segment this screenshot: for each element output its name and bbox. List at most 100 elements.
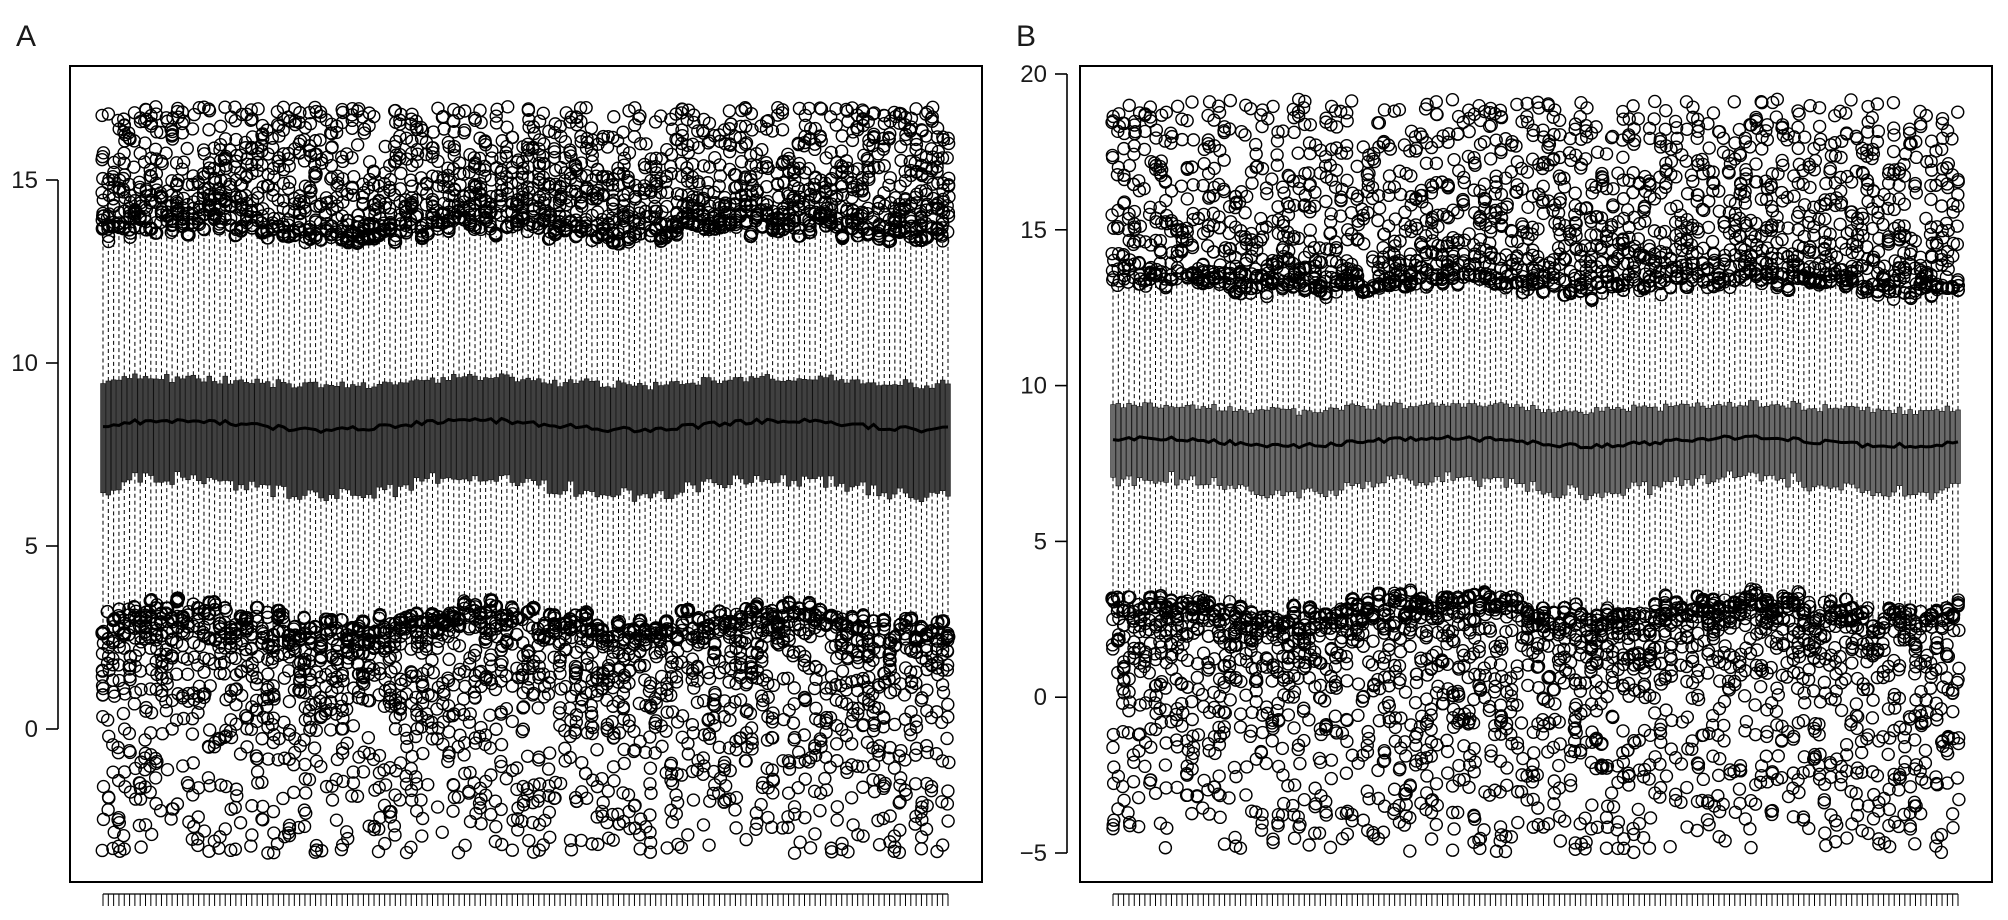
panel-a-box xyxy=(578,380,584,495)
panel-a-box xyxy=(504,374,510,476)
panel-a-box xyxy=(567,379,574,482)
panel-a-outlier xyxy=(702,838,716,852)
panel-a-outlier xyxy=(117,146,131,160)
panel-a-outlier xyxy=(95,679,110,693)
panel-a-box xyxy=(562,382,569,492)
panel-a-outlier xyxy=(405,107,419,121)
panel-a-box xyxy=(233,380,239,491)
panel-a-outlier xyxy=(256,131,270,146)
panel-a-whiskers xyxy=(102,215,949,641)
panel-a-outlier xyxy=(336,774,350,789)
panel-a-box xyxy=(828,374,834,477)
panel-a-outlier xyxy=(329,772,344,787)
panel-a-box xyxy=(775,380,781,483)
panel-a-outlier xyxy=(164,812,178,826)
panel-a-outlier xyxy=(339,702,354,717)
panel-a-outlier xyxy=(509,627,524,642)
panel-a-outlier xyxy=(250,751,265,766)
panel-a-outlier xyxy=(244,113,258,127)
panel-a-outlier xyxy=(149,796,163,811)
panel-a-outlier xyxy=(787,681,801,695)
panel-a-outlier xyxy=(830,813,844,827)
panel-a-outlier xyxy=(319,779,334,794)
panel-a-outlier xyxy=(207,141,221,155)
panel-a-outlier xyxy=(134,682,148,697)
panel-a-outlier xyxy=(408,729,423,744)
panel-a-outlier xyxy=(197,824,212,838)
panel-a-outlier xyxy=(308,845,322,859)
panel-a-outlier xyxy=(325,779,339,793)
panel-a-outlier xyxy=(791,780,805,795)
panel-a-outlier xyxy=(160,762,175,777)
panel-a-box xyxy=(525,377,531,479)
panel-a-outlier xyxy=(101,107,116,121)
panel-a-outlier xyxy=(458,838,472,853)
panel-a-outlier xyxy=(393,793,407,807)
panel-a-outlier xyxy=(410,147,425,161)
panel-a-box xyxy=(870,382,877,486)
panel-a-box xyxy=(185,375,191,481)
panel-a-outlier xyxy=(345,789,359,803)
panel-a-outlier xyxy=(149,100,163,114)
panel-a-outlier xyxy=(218,100,232,114)
panel-a-outlier xyxy=(127,134,141,148)
panel-a-box xyxy=(796,378,802,487)
panel-a-outlier xyxy=(897,688,912,702)
panel-a-box xyxy=(934,383,941,494)
panel-a-box xyxy=(275,379,282,486)
panel-a-outlier xyxy=(255,812,269,826)
panel-a-outlier xyxy=(340,655,355,670)
panel-a-box xyxy=(610,387,616,498)
panel-a-outlier xyxy=(277,671,292,685)
panel-a-outlier xyxy=(818,771,832,786)
panel-a-outlier xyxy=(345,121,359,136)
panel-a-box xyxy=(243,382,250,491)
panel-a-outlier xyxy=(373,607,387,622)
panel-a-outlier xyxy=(117,722,132,736)
panel-a-box xyxy=(174,376,181,473)
panel-a-outlier xyxy=(170,797,185,811)
panel-a-outlier xyxy=(531,701,545,715)
panel-a-outlier xyxy=(298,204,312,218)
panel-a-outlier xyxy=(346,719,361,733)
panel-a-box xyxy=(684,383,691,483)
panel-a-outlier xyxy=(303,117,318,131)
panel-a-box xyxy=(408,380,414,491)
panel-a-box xyxy=(924,385,930,498)
panel-a-outlier xyxy=(729,790,744,805)
panel-a-outlier xyxy=(393,701,407,715)
panel-a-box xyxy=(142,376,149,474)
panel-a-outlier xyxy=(643,761,658,775)
panel-a-box xyxy=(679,384,685,493)
panel-a-outlier xyxy=(277,715,291,729)
panel-a-outlier xyxy=(393,117,407,131)
panel-a-outlier xyxy=(336,195,350,209)
panel-a-box xyxy=(557,386,563,495)
panel-a-box xyxy=(727,379,733,485)
panel-a-outlier xyxy=(414,120,428,135)
panel-a-outlier xyxy=(405,793,419,807)
panel-a-outlier xyxy=(265,131,279,145)
panel-a-box xyxy=(599,386,606,496)
panel-a-outlier xyxy=(139,704,153,718)
panel-a-outlier xyxy=(744,721,759,735)
panel-a-box xyxy=(743,381,749,485)
panel-a-box xyxy=(355,385,361,496)
panel-a-outlier xyxy=(309,723,323,738)
panel-a-outlier xyxy=(541,687,556,701)
panel-a-outlier xyxy=(208,172,222,186)
panel-a-outlier xyxy=(229,697,243,712)
panel-a-outlier xyxy=(256,799,270,814)
panel-a-outlier xyxy=(319,191,334,205)
panel-a-outlier xyxy=(266,679,280,693)
panel-a-outlier xyxy=(244,642,259,656)
panel-a-outlier xyxy=(202,123,216,137)
panel-a-box xyxy=(541,382,547,481)
panel-a-outlier xyxy=(830,800,845,814)
panel-a-outlier xyxy=(384,804,398,819)
panel-a-outlier xyxy=(655,739,669,754)
panel-a-outlier xyxy=(288,101,302,116)
panel-a-box xyxy=(769,378,776,484)
panel-a-box xyxy=(605,386,611,496)
